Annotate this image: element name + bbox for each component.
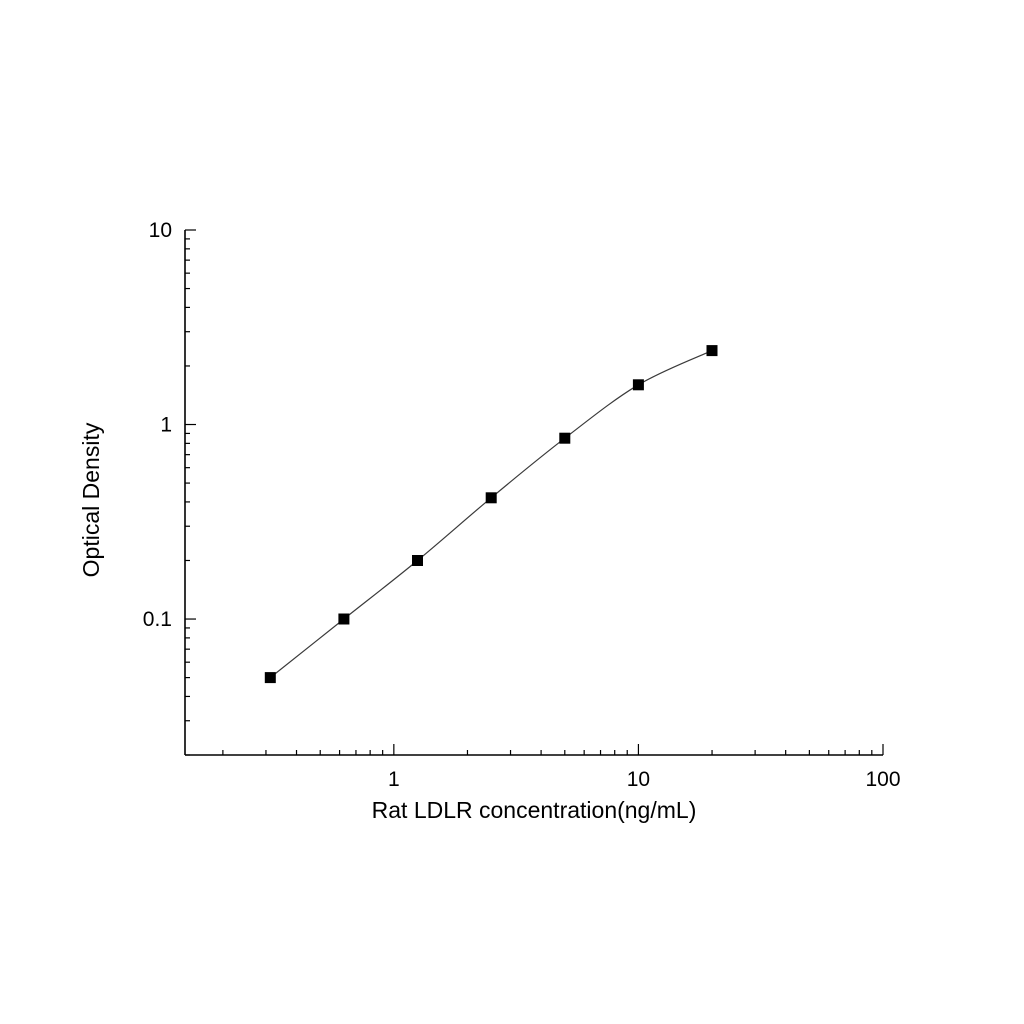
x-tick-label: 100 (865, 768, 900, 791)
y-tick-label: 0.1 (143, 608, 172, 631)
x-tick-label: 1 (388, 768, 400, 791)
data-point-marker (559, 432, 571, 444)
data-point-marker (485, 492, 497, 504)
fit-curve (269, 350, 713, 679)
x-tick-label: 10 (627, 768, 650, 791)
data-point-marker (338, 613, 350, 625)
data-point-marker (412, 555, 423, 566)
data-point-marker (706, 345, 718, 357)
x-axis-label: Rat LDLR concentration(ng/mL) (372, 797, 697, 823)
data-point-marker (632, 379, 644, 391)
y-tick-label: 10 (149, 219, 172, 242)
y-axis-label: Optical Density (78, 422, 104, 577)
y-tick-label: 1 (160, 414, 172, 437)
plot-area: 1 10 100 0.1 1 10 (143, 219, 901, 791)
data-point-marker (264, 672, 276, 684)
